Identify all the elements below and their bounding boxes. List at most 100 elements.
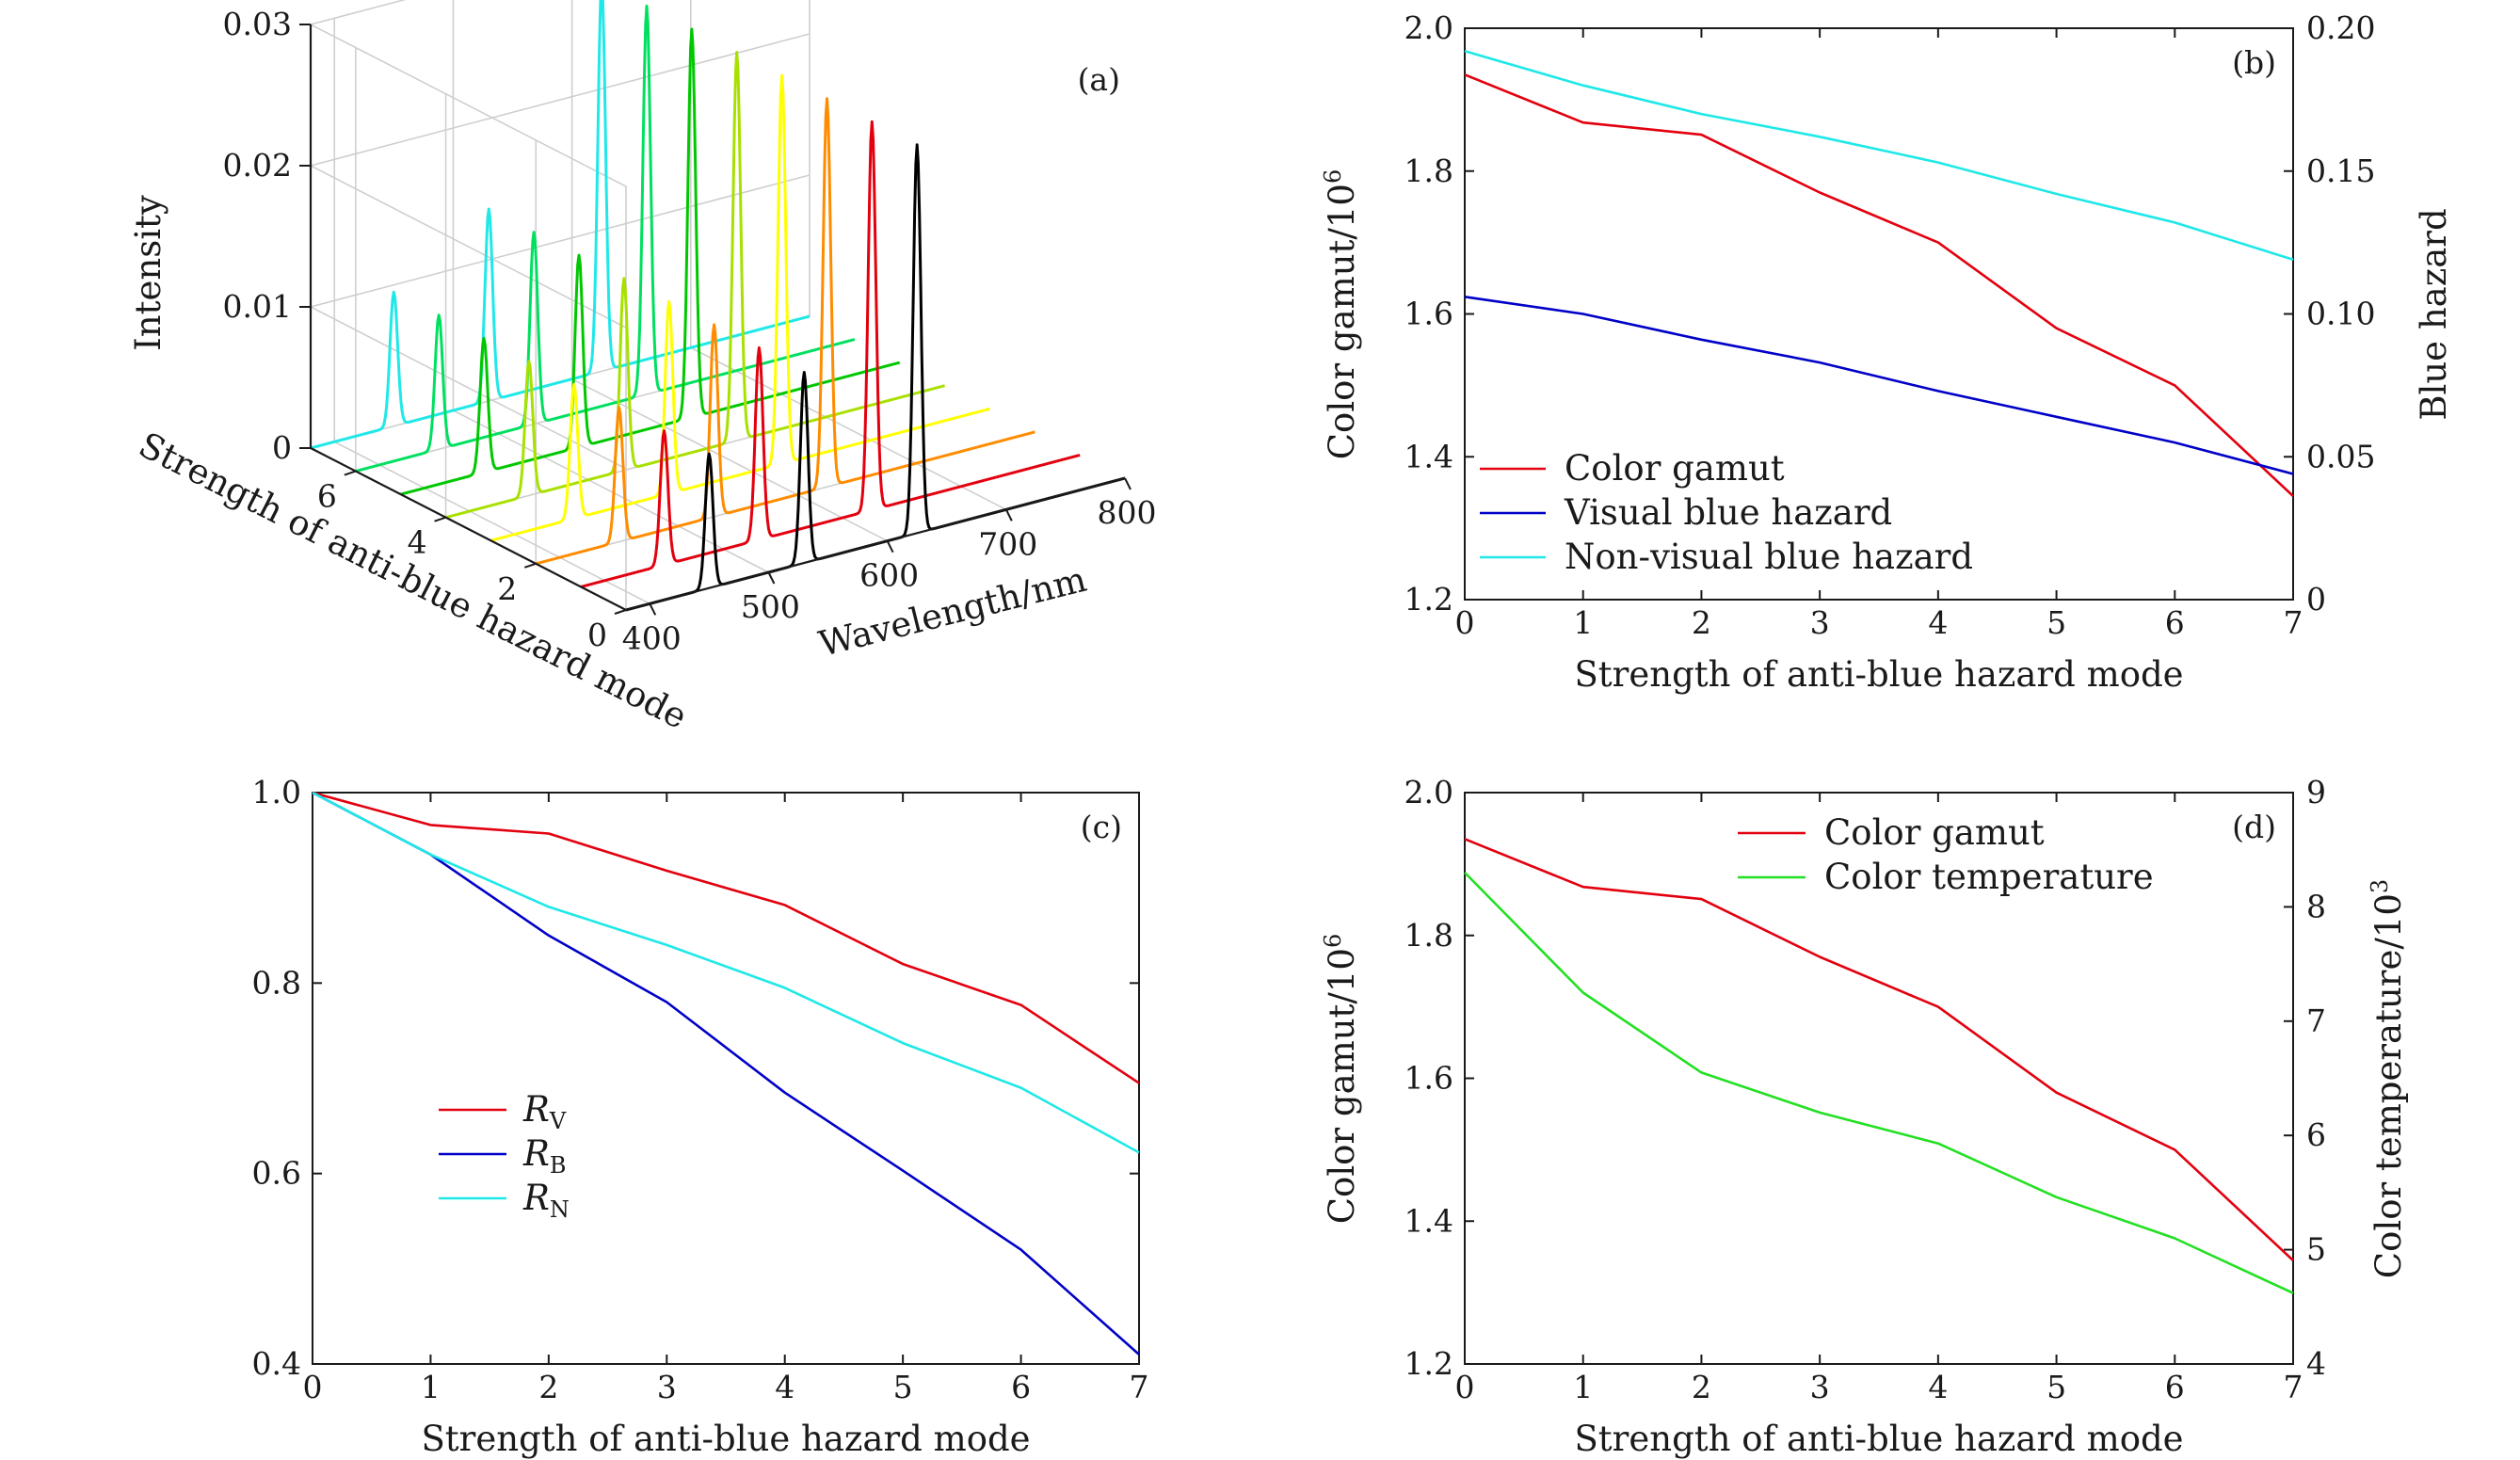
panel-a: 400500600700800024600.010.020.03Intensit… <box>128 0 1157 737</box>
legend-entry: Color gamut <box>1824 812 2045 853</box>
spectrum-line <box>490 73 990 542</box>
y-tick-label: 1.0 <box>252 774 301 810</box>
y2-tick-label: 6 <box>2306 1116 2326 1153</box>
legend-entry: Visual blue hazard <box>1564 492 1892 533</box>
y-tick <box>523 562 537 569</box>
series-line <box>1464 50 2294 262</box>
y-tick <box>434 516 446 522</box>
x-tick-label: 0 <box>1455 1369 1475 1405</box>
x-tick-label: 5 <box>893 1369 913 1405</box>
y-tick-label: 0.4 <box>252 1345 301 1382</box>
y-tick-label: 1.2 <box>1404 1345 1453 1382</box>
x-tick-label: 4 <box>1928 1369 1948 1405</box>
spectrum-line <box>535 97 1035 566</box>
y-tick <box>344 470 357 476</box>
y-axis-label: Color gamut/106 <box>1320 169 1362 460</box>
x-tick-label: 0 <box>303 1369 323 1405</box>
z-axis-label: Intensity <box>128 195 169 351</box>
panel-label: (b) <box>2232 44 2276 81</box>
x-tick-label: 5 <box>2046 1369 2066 1405</box>
panel-c: 0 1 2 3 4 5 6 7 0.4 0.6 0.8 1.0 (c) Strength of anti-… <box>252 774 1149 1459</box>
x-tick-label: 1 <box>1573 604 1593 641</box>
x-tick-label: 1 <box>421 1369 441 1405</box>
y-tick-label: 6 <box>317 478 337 515</box>
legend-entry: RV <box>522 1089 567 1134</box>
series-line <box>1464 296 2294 475</box>
x-tick-label: 700 <box>978 525 1037 562</box>
series-line <box>312 791 1140 1084</box>
series-line <box>1464 73 2294 497</box>
spectrum-line <box>310 0 811 450</box>
x-axis-line <box>625 476 1126 612</box>
y2-tick-label: 0.05 <box>2306 438 2375 474</box>
series-line <box>312 791 1140 1356</box>
x-tick-label: 7 <box>2284 1369 2303 1405</box>
x-tick-label: 3 <box>1810 604 1830 641</box>
side-wall <box>310 23 627 612</box>
y-tick <box>614 609 627 615</box>
spectrum-line <box>580 120 1081 588</box>
plot-frame <box>312 792 1140 1365</box>
x-tick-label: 3 <box>657 1369 677 1405</box>
y-tick-label: 1.6 <box>1404 1060 1453 1097</box>
panel-label: (a) <box>1078 61 1120 98</box>
series-line <box>1464 838 2294 1261</box>
legend-entry: Color gamut <box>1565 448 1785 489</box>
x-tick-label: 7 <box>1130 1369 1149 1405</box>
legend-entry: RB <box>522 1133 567 1179</box>
z-tick-label: 0.01 <box>223 288 292 325</box>
x-tick <box>767 571 776 585</box>
x-tick-label: 2 <box>538 1369 558 1405</box>
x-tick <box>1004 508 1013 521</box>
x-tick-label: 6 <box>2165 1369 2185 1405</box>
z-gridline <box>308 174 811 470</box>
x-tick-label: 4 <box>1928 604 1948 641</box>
x-tick-label: 6 <box>1011 1369 1031 1405</box>
x-tick-label: 3 <box>1810 1369 1830 1405</box>
y2-tick-label: 9 <box>2306 774 2326 810</box>
y-tick-label: 2 <box>497 570 517 607</box>
y-axis-line <box>310 447 627 611</box>
x-tick-label: 800 <box>1098 494 1157 531</box>
x-tick-label: 7 <box>2284 604 2303 641</box>
spectrum-line <box>445 51 945 520</box>
x-tick-label: 400 <box>622 619 682 656</box>
y2-tick-label: 0.10 <box>2306 296 2375 332</box>
x-tick-label: 500 <box>741 588 800 625</box>
y2-tick-label: 0.20 <box>2306 9 2375 46</box>
x-axis-label: Wavelength/nm <box>815 559 1091 665</box>
panel-label: (c) <box>1081 809 1122 845</box>
y-tick-label: 2.0 <box>1404 774 1453 810</box>
x-tick-label: 0 <box>1455 604 1475 641</box>
y2-tick-label: 7 <box>2306 1003 2326 1039</box>
x-tick-label: 5 <box>2046 604 2066 641</box>
x-gridline <box>333 18 650 605</box>
y2-tick-label: 0.15 <box>2306 152 2375 189</box>
y-axis-label: Color gamut/106 <box>1320 934 1362 1225</box>
x-axis-label: Strength of anti-blue hazard mode <box>1574 654 2183 695</box>
y2-tick-label: 8 <box>2306 888 2326 924</box>
legend-entry: Non-visual blue hazard <box>1565 537 1973 577</box>
x-tick <box>886 540 894 554</box>
y-tick-label: 1.6 <box>1404 296 1453 332</box>
y2-tick-label: 0 <box>2306 581 2326 618</box>
y2-tick-label: 4 <box>2306 1345 2326 1382</box>
series-line <box>1464 872 2294 1294</box>
z-tick-label: 0.03 <box>223 6 292 42</box>
x-tick-label: 600 <box>859 557 919 594</box>
panel-label: (d) <box>2232 809 2276 845</box>
panel-b: 0 1 2 3 4 5 6 7 1.2 1.4 1.6 1.8 2.0 0 0.05 0.10 0.15 0.20… <box>1404 9 2376 695</box>
x-tick-label: 4 <box>775 1369 795 1405</box>
x-tick-label: 1 <box>1573 1369 1593 1405</box>
x-tick <box>1124 477 1132 490</box>
x-tick-label: 2 <box>1692 604 1711 641</box>
y-tick-label: 1.8 <box>1404 917 1453 954</box>
x-gridline <box>570 0 888 542</box>
panel-d: 0 1 2 3 4 5 6 7 1.2 1.4 1.6 1.8 2.0 4 5 6 7 8 9 (d) Strength… <box>1404 774 2326 1459</box>
legend-entry: RN <box>522 1178 570 1223</box>
y-tick-label: 1.4 <box>1404 438 1453 474</box>
x-tick-label: 2 <box>1692 1369 1711 1405</box>
y-tick-label: 0.6 <box>252 1155 301 1192</box>
y-tick-label: 1.8 <box>1404 152 1453 189</box>
